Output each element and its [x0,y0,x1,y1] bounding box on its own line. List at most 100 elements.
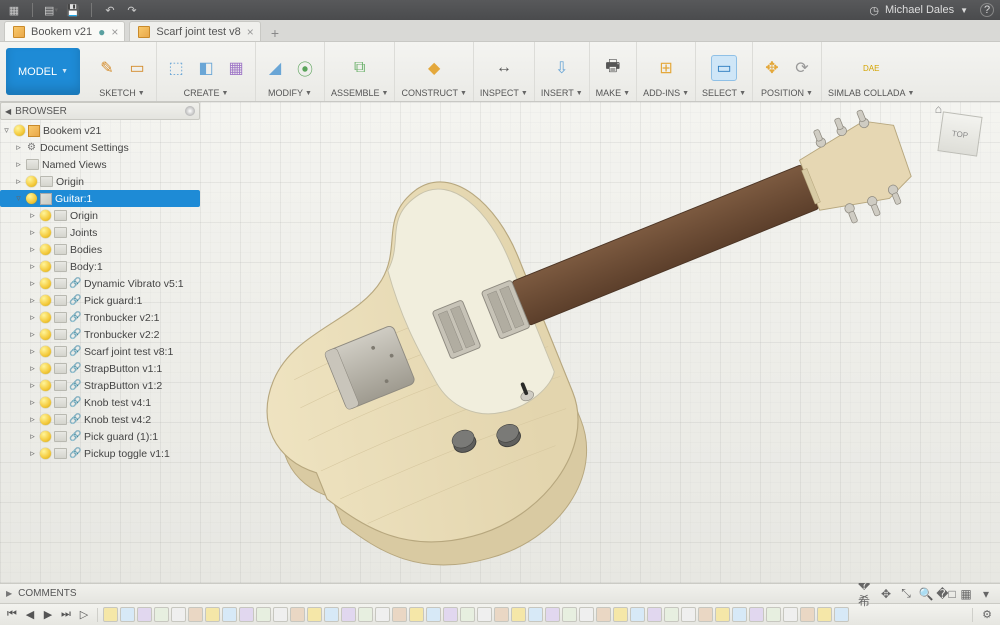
timeline-feature-chip[interactable] [307,607,322,622]
disclosure-triangle-icon[interactable]: ▹ [28,295,37,306]
nav-tool-icon[interactable]: �希 [858,586,874,602]
tree-node[interactable]: ▹Named Views [0,156,200,173]
timeline-feature-chip[interactable] [596,607,611,622]
tree-node[interactable]: ▹Origin [0,173,200,190]
disclosure-triangle-icon[interactable]: ▹ [28,227,37,238]
tree-node[interactable]: ▹⚙Document Settings [0,139,200,156]
timeline-feature-chip[interactable] [800,607,815,622]
workspace-switcher[interactable]: MODEL ▼ [6,48,80,95]
tree-node[interactable]: ▹🔗Scarf joint test v8:1 [0,343,200,360]
timeline-feature-chip[interactable] [664,607,679,622]
timeline-feature-chip[interactable] [375,607,390,622]
disclosure-triangle-icon[interactable]: ▹ [28,210,37,221]
disclosure-triangle-icon[interactable]: ▹ [28,414,37,425]
redo-icon[interactable]: ↷ [124,3,140,17]
disclosure-triangle-icon[interactable]: ▹ [28,346,37,357]
disclosure-triangle-icon[interactable]: ▿ [14,193,23,204]
timeline-chips[interactable] [103,607,967,622]
ribbon-group-label[interactable]: SKETCH▼ [99,86,144,100]
timeline-control-icon[interactable]: ◀ [22,607,38,623]
file-menu-icon[interactable]: ▤▾ [43,3,59,17]
disclosure-triangle-icon[interactable]: ▹ [28,363,37,374]
timeline-feature-chip[interactable] [171,607,186,622]
disclosure-triangle-icon[interactable]: ▹ [28,244,37,255]
tree-node[interactable]: ▹Joints [0,224,200,241]
timeline-feature-chip[interactable] [256,607,271,622]
timeline-feature-chip[interactable] [358,607,373,622]
tree-node[interactable]: ▹🔗Pick guard:1 [0,292,200,309]
timeline-feature-chip[interactable] [341,607,356,622]
timeline-feature-chip[interactable] [749,607,764,622]
timeline-feature-chip[interactable] [120,607,135,622]
timeline-feature-chip[interactable] [579,607,594,622]
timeline-feature-chip[interactable] [630,607,645,622]
disclosure-triangle-icon[interactable]: ▹ [28,380,37,391]
disclosure-triangle-icon[interactable]: ▹ [28,448,37,459]
timeline-feature-chip[interactable] [426,607,441,622]
nav-tool-icon[interactable]: ⤡ [898,586,914,602]
disclosure-triangle-icon[interactable]: ▹ [14,176,23,187]
document-tab[interactable]: Scarf joint test v8 × [129,21,260,41]
browser-header[interactable]: ◀ BROWSER [0,102,200,120]
disclosure-triangle-icon[interactable]: ▹ [28,329,37,340]
timeline-feature-chip[interactable] [103,607,118,622]
document-tab[interactable]: Bookem v21 ● × [4,21,125,41]
disclosure-triangle-icon[interactable]: ▹ [14,159,23,170]
nav-tool-icon[interactable]: �□ [938,586,954,602]
undo-icon[interactable]: ↶ [102,3,118,17]
timeline-feature-chip[interactable] [783,607,798,622]
timeline-feature-chip[interactable] [647,607,662,622]
timeline-feature-chip[interactable] [545,607,560,622]
apps-grid-icon[interactable]: ▦ [6,3,22,17]
help-icon[interactable]: ? [980,3,994,17]
close-tab-icon[interactable]: × [111,25,118,39]
timeline-feature-chip[interactable] [409,607,424,622]
tree-node[interactable]: ▹Body:1 [0,258,200,275]
ribbon-tool-icon[interactable]: ✎ [94,55,120,81]
timeline-feature-chip[interactable] [392,607,407,622]
timeline-feature-chip[interactable] [511,607,526,622]
tree-node[interactable]: ▹🔗Knob test v4:1 [0,394,200,411]
timeline-feature-chip[interactable] [443,607,458,622]
nav-tool-icon[interactable]: ▦ [958,586,974,602]
timeline-control-icon[interactable]: ⏮ [4,607,20,623]
timeline-feature-chip[interactable] [273,607,288,622]
tree-node[interactable]: ▹Origin [0,207,200,224]
timeline-feature-chip[interactable] [477,607,492,622]
timeline-feature-chip[interactable] [817,607,832,622]
tree-node[interactable]: ▹🔗Pick guard (1):1 [0,428,200,445]
timeline-feature-chip[interactable] [698,607,713,622]
new-tab-button[interactable]: + [265,25,285,41]
timeline-feature-chip[interactable] [834,607,849,622]
timeline-feature-chip[interactable] [766,607,781,622]
save-icon[interactable]: 💾 [65,3,81,17]
tree-node[interactable]: ▹🔗StrapButton v1:2 [0,377,200,394]
disclosure-triangle-icon[interactable]: ▹ [28,312,37,323]
disclosure-triangle-icon[interactable]: ▿ [2,125,11,136]
timeline-feature-chip[interactable] [222,607,237,622]
tree-node[interactable]: ▹🔗Pickup toggle v1:1 [0,445,200,462]
timeline-feature-chip[interactable] [290,607,305,622]
nav-tool-icon[interactable]: ▾ [978,586,994,602]
disclosure-triangle-icon[interactable]: ▹ [28,397,37,408]
timeline-feature-chip[interactable] [460,607,475,622]
timeline-feature-chip[interactable] [154,607,169,622]
timeline-feature-chip[interactable] [681,607,696,622]
disclosure-triangle-icon[interactable]: ▹ [28,278,37,289]
tree-node[interactable]: ▹🔗Knob test v4:2 [0,411,200,428]
tree-node[interactable]: ▹🔗Dynamic Vibrato v5:1 [0,275,200,292]
user-menu[interactable]: ◷ Michael Dales ▼ ? [869,3,994,17]
ribbon-tool-icon[interactable]: ▭ [124,55,150,81]
timeline-feature-chip[interactable] [613,607,628,622]
disclosure-triangle-icon[interactable]: ▹ [28,431,37,442]
nav-tool-icon[interactable]: ✥ [878,586,894,602]
disclosure-triangle-icon[interactable]: ▹ [14,142,23,153]
timeline-settings-icon[interactable]: ⚙ [978,607,996,623]
timeline-feature-chip[interactable] [137,607,152,622]
browser-settings-icon[interactable] [185,106,195,116]
tree-node[interactable]: ▹Bodies [0,241,200,258]
comments-label[interactable]: COMMENTS [18,588,76,599]
timeline-control-icon[interactable]: ▶ [40,607,56,623]
timeline-feature-chip[interactable] [324,607,339,622]
tree-node[interactable]: ▹🔗StrapButton v1:1 [0,360,200,377]
